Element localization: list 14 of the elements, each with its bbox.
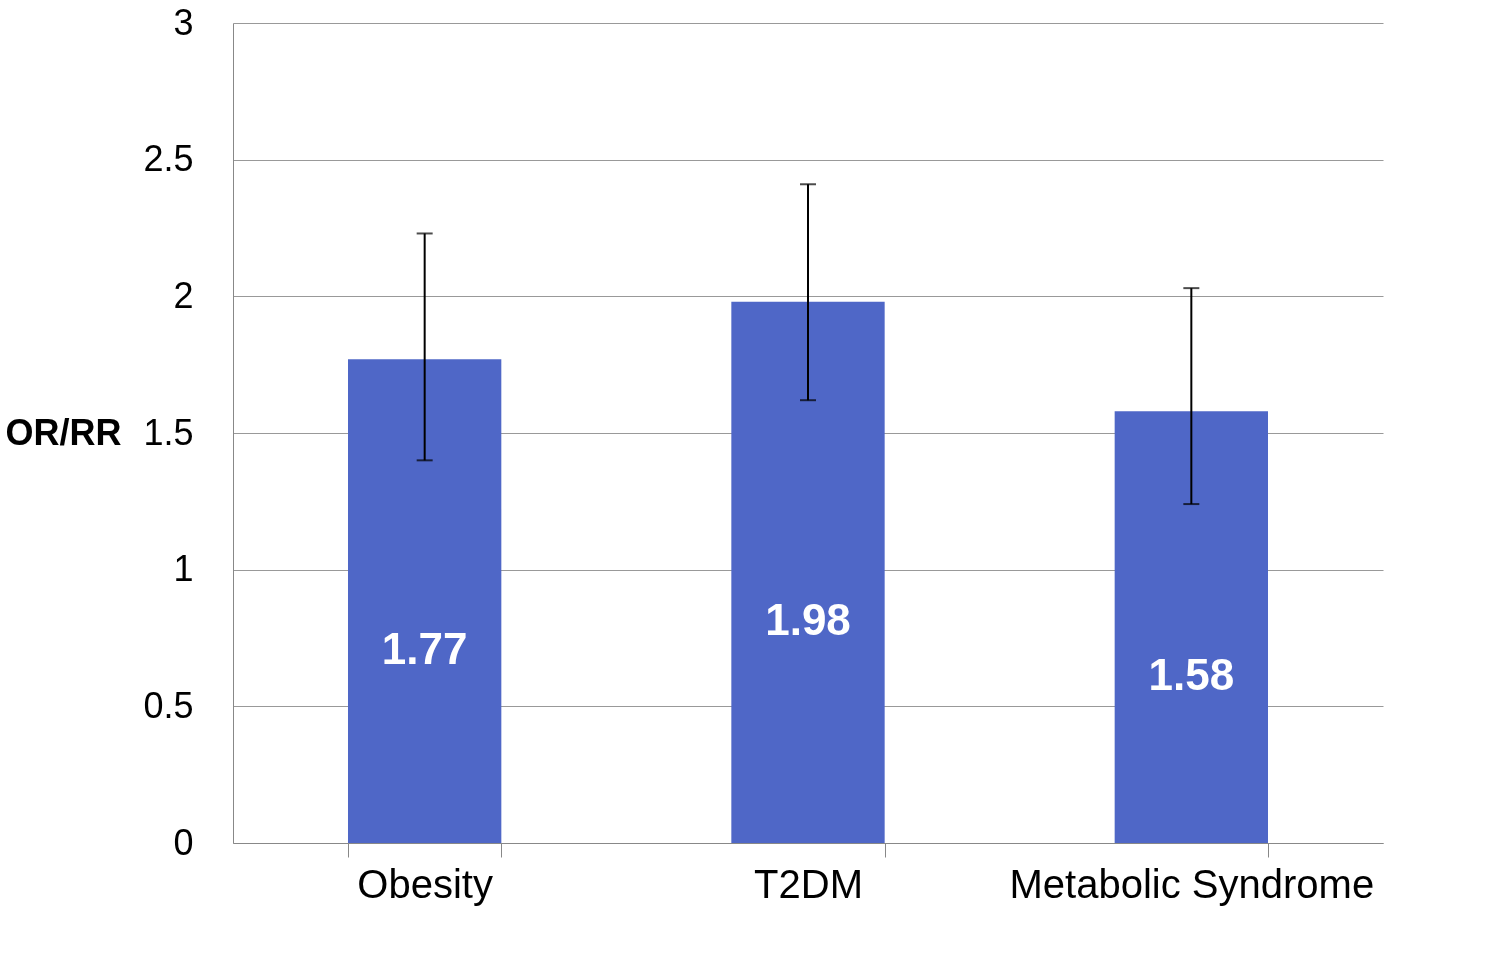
data-label: 1.58 bbox=[1148, 650, 1235, 700]
y-tick-label: 0 bbox=[173, 821, 194, 863]
x-tick-label: Obesity bbox=[357, 861, 493, 906]
y-tick-label: 1.5 bbox=[143, 411, 194, 453]
x-tick-label: T2DM bbox=[754, 861, 863, 906]
y-tick-label: 2 bbox=[173, 274, 194, 316]
x-tick-label: Metabolic Syndrome bbox=[1009, 861, 1375, 906]
data-label: 1.77 bbox=[381, 624, 468, 674]
y-tick-label: 2.5 bbox=[143, 138, 194, 180]
y-tick-label: 3 bbox=[173, 1, 194, 43]
y-tick-label: 1 bbox=[173, 548, 194, 590]
data-label: 1.98 bbox=[765, 595, 851, 645]
y-axis-title: OR/RR bbox=[5, 411, 122, 453]
y-tick-label: 0.5 bbox=[143, 684, 194, 726]
